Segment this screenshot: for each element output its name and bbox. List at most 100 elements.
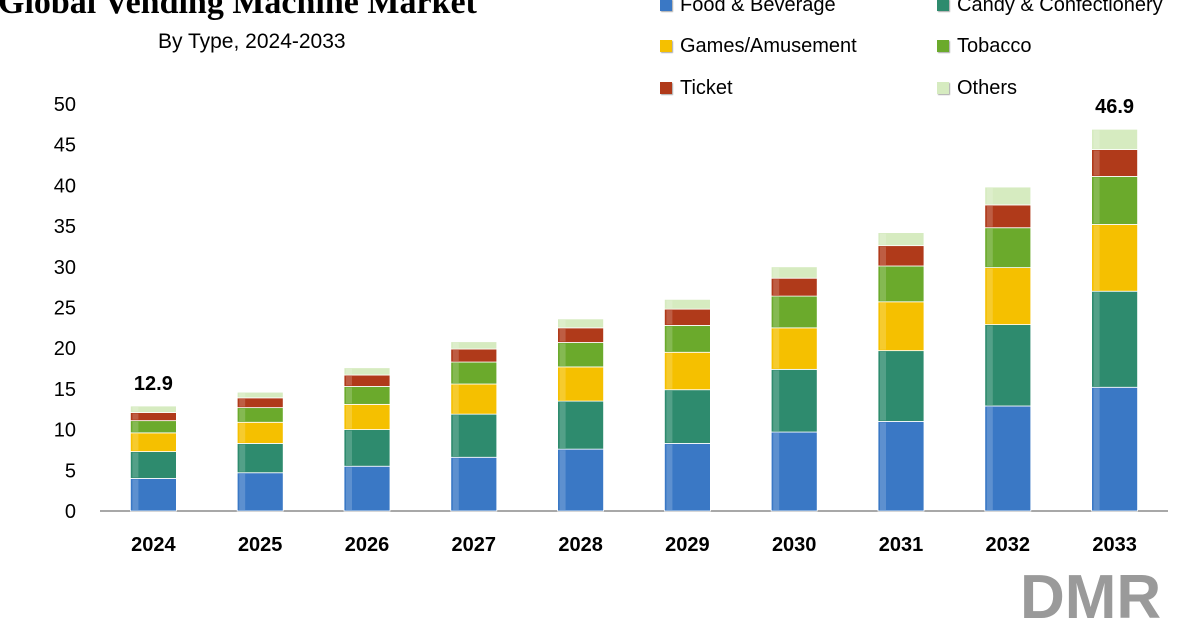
bar-highlight	[452, 415, 459, 457]
bar-segment	[770, 431, 818, 512]
logo: DMR	[1020, 563, 1161, 620]
legend-swatch	[660, 82, 672, 94]
bar-highlight	[239, 393, 246, 397]
legend-swatch	[937, 82, 949, 94]
bar-segment	[557, 400, 604, 450]
x-tick-label: 2028	[558, 534, 603, 556]
bar-highlight	[666, 300, 673, 309]
legend-label: Tobacco	[957, 35, 1032, 57]
legend-swatch	[660, 0, 672, 11]
x-tick-label: 2026	[345, 534, 390, 556]
bar-segment	[984, 227, 1032, 269]
bar-highlight	[132, 413, 139, 420]
bar-highlight	[239, 444, 246, 472]
bar-segment	[129, 451, 177, 479]
bar-highlight	[880, 233, 886, 245]
bar-highlight	[239, 423, 246, 443]
bar-highlight	[346, 467, 352, 510]
bar-highlight	[1093, 292, 1100, 387]
bar-highlight	[559, 402, 566, 449]
bar-highlight	[880, 422, 886, 510]
bar-highlight	[452, 342, 459, 349]
bar-highlight	[666, 310, 673, 325]
bar-highlight	[986, 188, 993, 204]
bar-highlight	[773, 267, 780, 278]
bar-highlight	[346, 387, 352, 404]
x-tick-label: 2024	[131, 534, 176, 556]
bar-segment	[877, 301, 925, 352]
bar-highlight	[559, 343, 566, 366]
bar-segment	[557, 448, 604, 512]
bar-highlight	[880, 302, 886, 350]
y-tick-label: 15	[54, 379, 76, 401]
legend-label: Ticket	[680, 77, 733, 99]
bar-segment	[343, 367, 391, 376]
bar-highlight	[1093, 150, 1100, 176]
bar-segment	[450, 383, 498, 415]
bar-segment	[450, 413, 498, 458]
bar-highlight	[986, 268, 993, 324]
bar-highlight	[666, 326, 673, 352]
bar-segment	[236, 391, 284, 399]
bar-highlight	[132, 479, 139, 510]
bar-segment	[877, 265, 925, 303]
bar-highlight	[1093, 225, 1100, 291]
bar-segment	[877, 232, 925, 247]
bar-highlight	[452, 363, 459, 384]
bar-segment	[1091, 149, 1138, 177]
bar-highlight	[773, 370, 780, 432]
bar-highlight	[346, 405, 352, 429]
bar-highlight	[773, 328, 780, 369]
bar-segment	[770, 368, 818, 433]
bar-segment	[877, 350, 925, 422]
y-tick-label: 30	[54, 257, 76, 279]
bar-highlight	[346, 430, 352, 466]
bar-highlight	[666, 390, 673, 443]
data-label: 12.9	[134, 373, 173, 395]
legend-label: Food & Beverage	[680, 0, 836, 16]
bar-highlight	[880, 246, 886, 265]
bar-highlight	[346, 376, 352, 386]
bar-segment	[1091, 290, 1138, 388]
bar-highlight	[132, 421, 139, 432]
bar-highlight	[773, 279, 780, 296]
y-tick-label: 20	[54, 338, 76, 360]
bar-segment	[343, 429, 391, 467]
bar-highlight	[986, 406, 993, 510]
legend-swatch	[660, 40, 672, 52]
bar-segment	[984, 186, 1032, 206]
x-tick-label: 2031	[879, 534, 924, 556]
bar-highlight	[559, 328, 566, 342]
bar-segment	[664, 351, 711, 391]
bar-highlight	[666, 444, 673, 510]
x-tick-label: 2032	[986, 534, 1031, 556]
bar-highlight	[1093, 388, 1100, 510]
bar-segment	[664, 298, 711, 310]
bar-highlight	[346, 368, 352, 375]
bar-segment	[557, 318, 604, 329]
bar-segment	[664, 325, 711, 353]
x-tick-label: 2030	[772, 534, 817, 556]
bar-highlight	[559, 319, 566, 327]
logo-text: DMR	[1020, 563, 1161, 620]
legend-swatch	[937, 0, 949, 11]
bar-segment	[877, 421, 925, 512]
bar-highlight	[132, 406, 139, 412]
legend-swatch	[937, 40, 949, 52]
chart-title: Global Vending Machine Market	[0, 0, 477, 21]
y-tick-label: 45	[54, 135, 76, 157]
x-tick-label: 2027	[452, 534, 497, 556]
x-tick-label: 2033	[1092, 534, 1137, 556]
bar-highlight	[239, 473, 246, 510]
bar-segment	[1091, 128, 1138, 150]
bar-highlight	[773, 433, 780, 510]
bar-highlight	[239, 398, 246, 407]
x-tick-label: 2029	[665, 534, 710, 556]
bar-highlight	[132, 433, 139, 451]
y-tick-label: 0	[65, 501, 76, 523]
bar-highlight	[986, 228, 993, 267]
bar-highlight	[452, 458, 459, 510]
y-tick-label: 35	[54, 216, 76, 238]
bar-highlight	[880, 351, 886, 421]
